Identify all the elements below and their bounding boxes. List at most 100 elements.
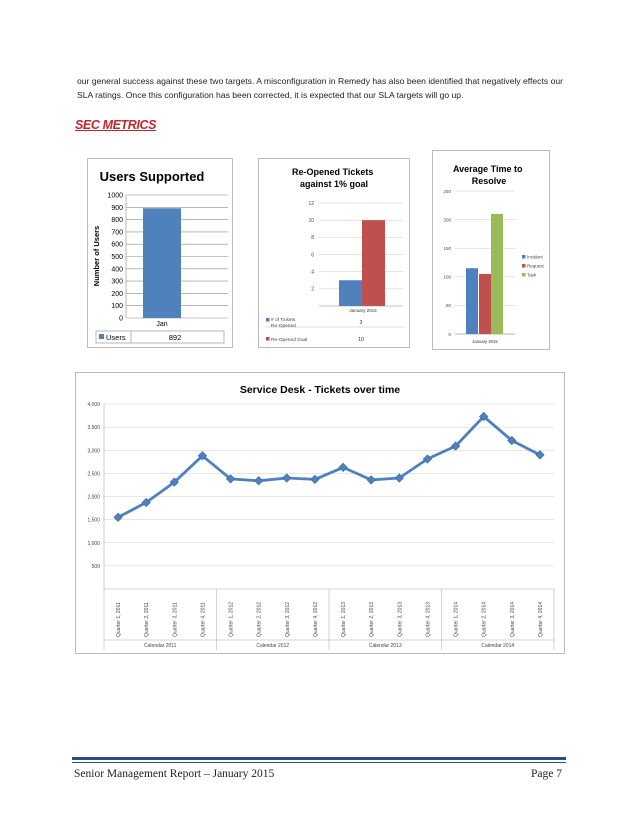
legend-label: Request — [527, 263, 545, 268]
data-table-value: 3 — [360, 320, 363, 326]
y-tick-label: 6 — [311, 252, 314, 258]
data-point — [254, 476, 264, 486]
y-tick-label: 2 — [311, 287, 314, 293]
x-tick-label: Quarter 3, 2012 — [285, 602, 291, 637]
reopened-tickets-svg: Re-Opened Tickets against 1% goal 2 4 6 8 10… — [265, 167, 405, 343]
legend-label-tickets: # of Tickets Re-Opened — [271, 317, 297, 329]
data-table-label: Users — [106, 333, 126, 342]
legend-label: Incident — [527, 254, 544, 259]
y-tick-label: 2,000 — [87, 495, 100, 501]
y-tick-label: 4,000 — [87, 402, 100, 408]
y-tick-label: 3,000 — [87, 448, 100, 454]
y-axis-label: Number of Users — [92, 226, 101, 286]
bar — [362, 220, 385, 306]
page-number: Page 7 — [531, 768, 562, 780]
y-tick-label: 250 — [443, 189, 451, 194]
y-tick-label: 700 — [111, 229, 123, 236]
x-tick-label: Quarter 1, 2013 — [341, 602, 347, 637]
x-tick-label: Quarter 3, 2014 — [510, 602, 516, 637]
series-line — [117, 415, 541, 519]
y-tick-label: 100 — [111, 303, 123, 310]
y-tick-label: 150 — [443, 246, 451, 251]
x-tick-label: Quarter 1, 2012 — [229, 602, 235, 637]
average-time-chart: Average Time to Resolve 0 50 100 150 200 250 … — [432, 150, 550, 350]
x-tick-label: Quarter 2, 2011 — [144, 602, 150, 637]
y-tick-label: 12 — [308, 201, 314, 207]
data-point — [310, 474, 320, 485]
group-label: Calendar 2012 — [256, 643, 289, 649]
y-tick-label: 200 — [111, 291, 123, 298]
data-point — [479, 411, 489, 422]
bar — [479, 273, 491, 334]
legend: Incident Request Task — [522, 254, 545, 277]
data-point — [338, 462, 348, 472]
x-tick-label: Quarter 4, 2013 — [425, 602, 431, 637]
average-time-svg: Average Time to Resolve 050100150200250 … — [443, 164, 545, 344]
x-tick-label: Quarter 3, 2013 — [397, 602, 403, 637]
x-tick-label: Quarter 1, 2011 — [116, 602, 122, 637]
y-tick-label: 50 — [446, 303, 452, 308]
data-point — [507, 435, 517, 446]
data-point — [366, 475, 376, 485]
footer-rule — [72, 757, 566, 760]
x-tick-label: January 2015 — [349, 308, 377, 313]
x-tick-label: Quarter 2, 2012 — [257, 602, 263, 637]
bar — [339, 280, 362, 306]
y-tick-label: 3,500 — [87, 425, 100, 431]
data-point — [282, 473, 292, 483]
data-point — [169, 477, 179, 487]
tickets-over-time-chart: Service Desk - Tickets over time 500 1,00… — [75, 372, 565, 654]
y-tick-label: 300 — [111, 279, 123, 286]
y-tick-label: 2,500 — [87, 471, 100, 477]
users-supported-svg: Users Supported Number of Users 0 100 200 3… — [92, 169, 228, 344]
y-tick-label: 10 — [308, 218, 314, 224]
bar — [466, 268, 478, 334]
data-point — [422, 454, 433, 464]
data-point — [450, 441, 461, 451]
y-tick-label: 1,500 — [87, 518, 100, 524]
y-tick-label: 800 — [111, 217, 123, 224]
y-tick-label: 0 — [448, 332, 451, 337]
data-point — [225, 474, 236, 484]
bar — [491, 213, 503, 334]
y-tick-label: 0 — [119, 316, 123, 323]
y-tick-label: 400 — [111, 266, 123, 273]
footer-report-title: Senior Management Report – January 2015 — [74, 768, 275, 780]
y-tick-label: 1,000 — [87, 541, 100, 547]
legend-label-goal: Re-Opened Goal — [271, 337, 307, 343]
data-table-value: 10 — [358, 337, 364, 343]
reopened-tickets-chart: Re-Opened Tickets against 1% goal 2 4 6 8 10… — [258, 158, 410, 348]
group-label: Calendar 2013 — [369, 643, 402, 649]
data-point — [394, 473, 404, 483]
y-tick-label: 500 — [111, 254, 123, 261]
footer-rule-thin — [72, 762, 566, 763]
chart-title: Users Supported — [100, 169, 205, 184]
data-point — [535, 450, 545, 460]
y-tick-label: 500 — [92, 564, 101, 570]
bar — [143, 208, 181, 318]
data-point — [197, 451, 208, 461]
y-tick-label: 900 — [111, 205, 123, 212]
data-table — [95, 330, 225, 344]
x-tick-label: Quarter 4, 2011 — [200, 602, 206, 637]
x-tick-label: January 2015 — [472, 339, 498, 344]
y-tick-label: 8 — [311, 235, 314, 241]
tickets-over-time-svg: Service Desk - Tickets over time 500 1,00… — [87, 384, 555, 650]
legend-swatch — [99, 334, 104, 339]
x-tick-label: Quarter 3, 2011 — [172, 602, 178, 637]
data-point — [113, 512, 123, 522]
data-point — [141, 497, 151, 508]
data-table-value: 892 — [169, 333, 182, 342]
y-tick-label: 200 — [443, 217, 451, 222]
x-tick-label: Quarter 4, 2012 — [313, 602, 319, 637]
x-tick-label: Quarter 4, 2014 — [538, 602, 544, 637]
legend-swatch — [266, 337, 270, 341]
x-tick-label: Quarter 2, 2014 — [482, 602, 488, 637]
users-supported-chart: Users Supported Number of Users 0 100 200 3… — [87, 158, 233, 348]
group-label: Calendar 2014 — [481, 643, 514, 649]
legend-swatch — [522, 255, 526, 259]
chart-title: Service Desk - Tickets over time — [240, 384, 400, 396]
y-tick-label: 4 — [311, 269, 314, 275]
legend-swatch — [522, 273, 526, 277]
group-label: Calendar 2011 — [144, 643, 177, 649]
